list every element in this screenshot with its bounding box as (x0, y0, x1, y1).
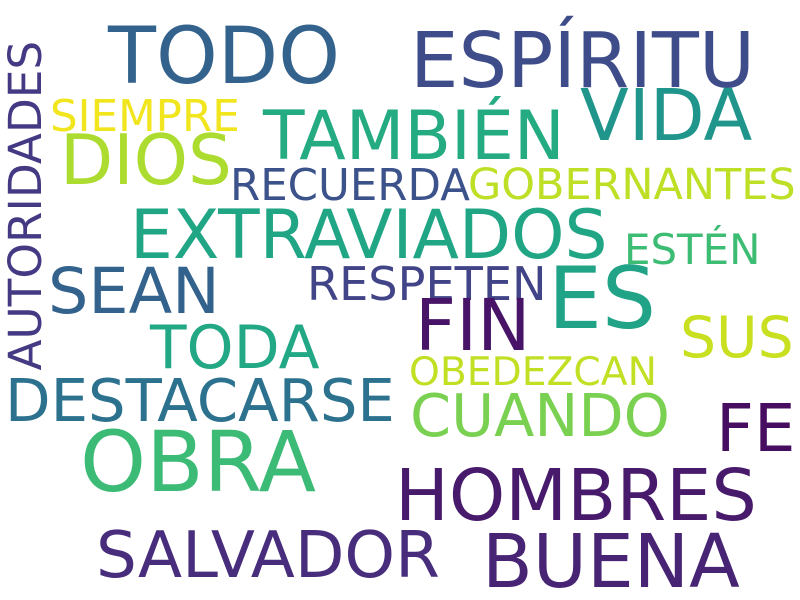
word-extraviados: EXTRAVIADOS (130, 196, 608, 275)
word-espiritu: ESPÍRITU (410, 16, 756, 106)
word-autoridades: AUTORIDADES (0, 40, 53, 370)
word-fe: FE (716, 390, 796, 467)
word-sus: SUS (680, 304, 794, 371)
word-sean: SEAN (48, 255, 220, 329)
word-obra: OBRA (80, 413, 317, 511)
word-vida: VIDA (580, 73, 753, 157)
word-gobernantes: GOBERNANTES (468, 159, 796, 210)
word-buena: BUENA (482, 519, 740, 600)
word-toda: TODA (150, 313, 320, 383)
word-recuerda: RECUERDA (230, 160, 470, 211)
word-cuando: CUANDO (410, 380, 670, 450)
word-destacarse: DESTACARSE (5, 365, 395, 435)
word-es: ES (548, 249, 657, 349)
word-hombres: HOMBRES (395, 453, 757, 537)
word-todo: TODO (108, 9, 341, 102)
word-siempre: SIEMPRE (50, 92, 240, 142)
word-salvador: SALVADOR (96, 518, 440, 593)
word-tambien: TAMBIÉN (263, 97, 565, 176)
word-obedezcan: OBEDEZCAN (409, 349, 657, 395)
word-respeten: RESPETEN (307, 257, 547, 311)
word-dios: DIOS (60, 120, 232, 201)
word-fin: FIN (415, 283, 531, 367)
word-esten: ESTÉN (624, 225, 761, 274)
